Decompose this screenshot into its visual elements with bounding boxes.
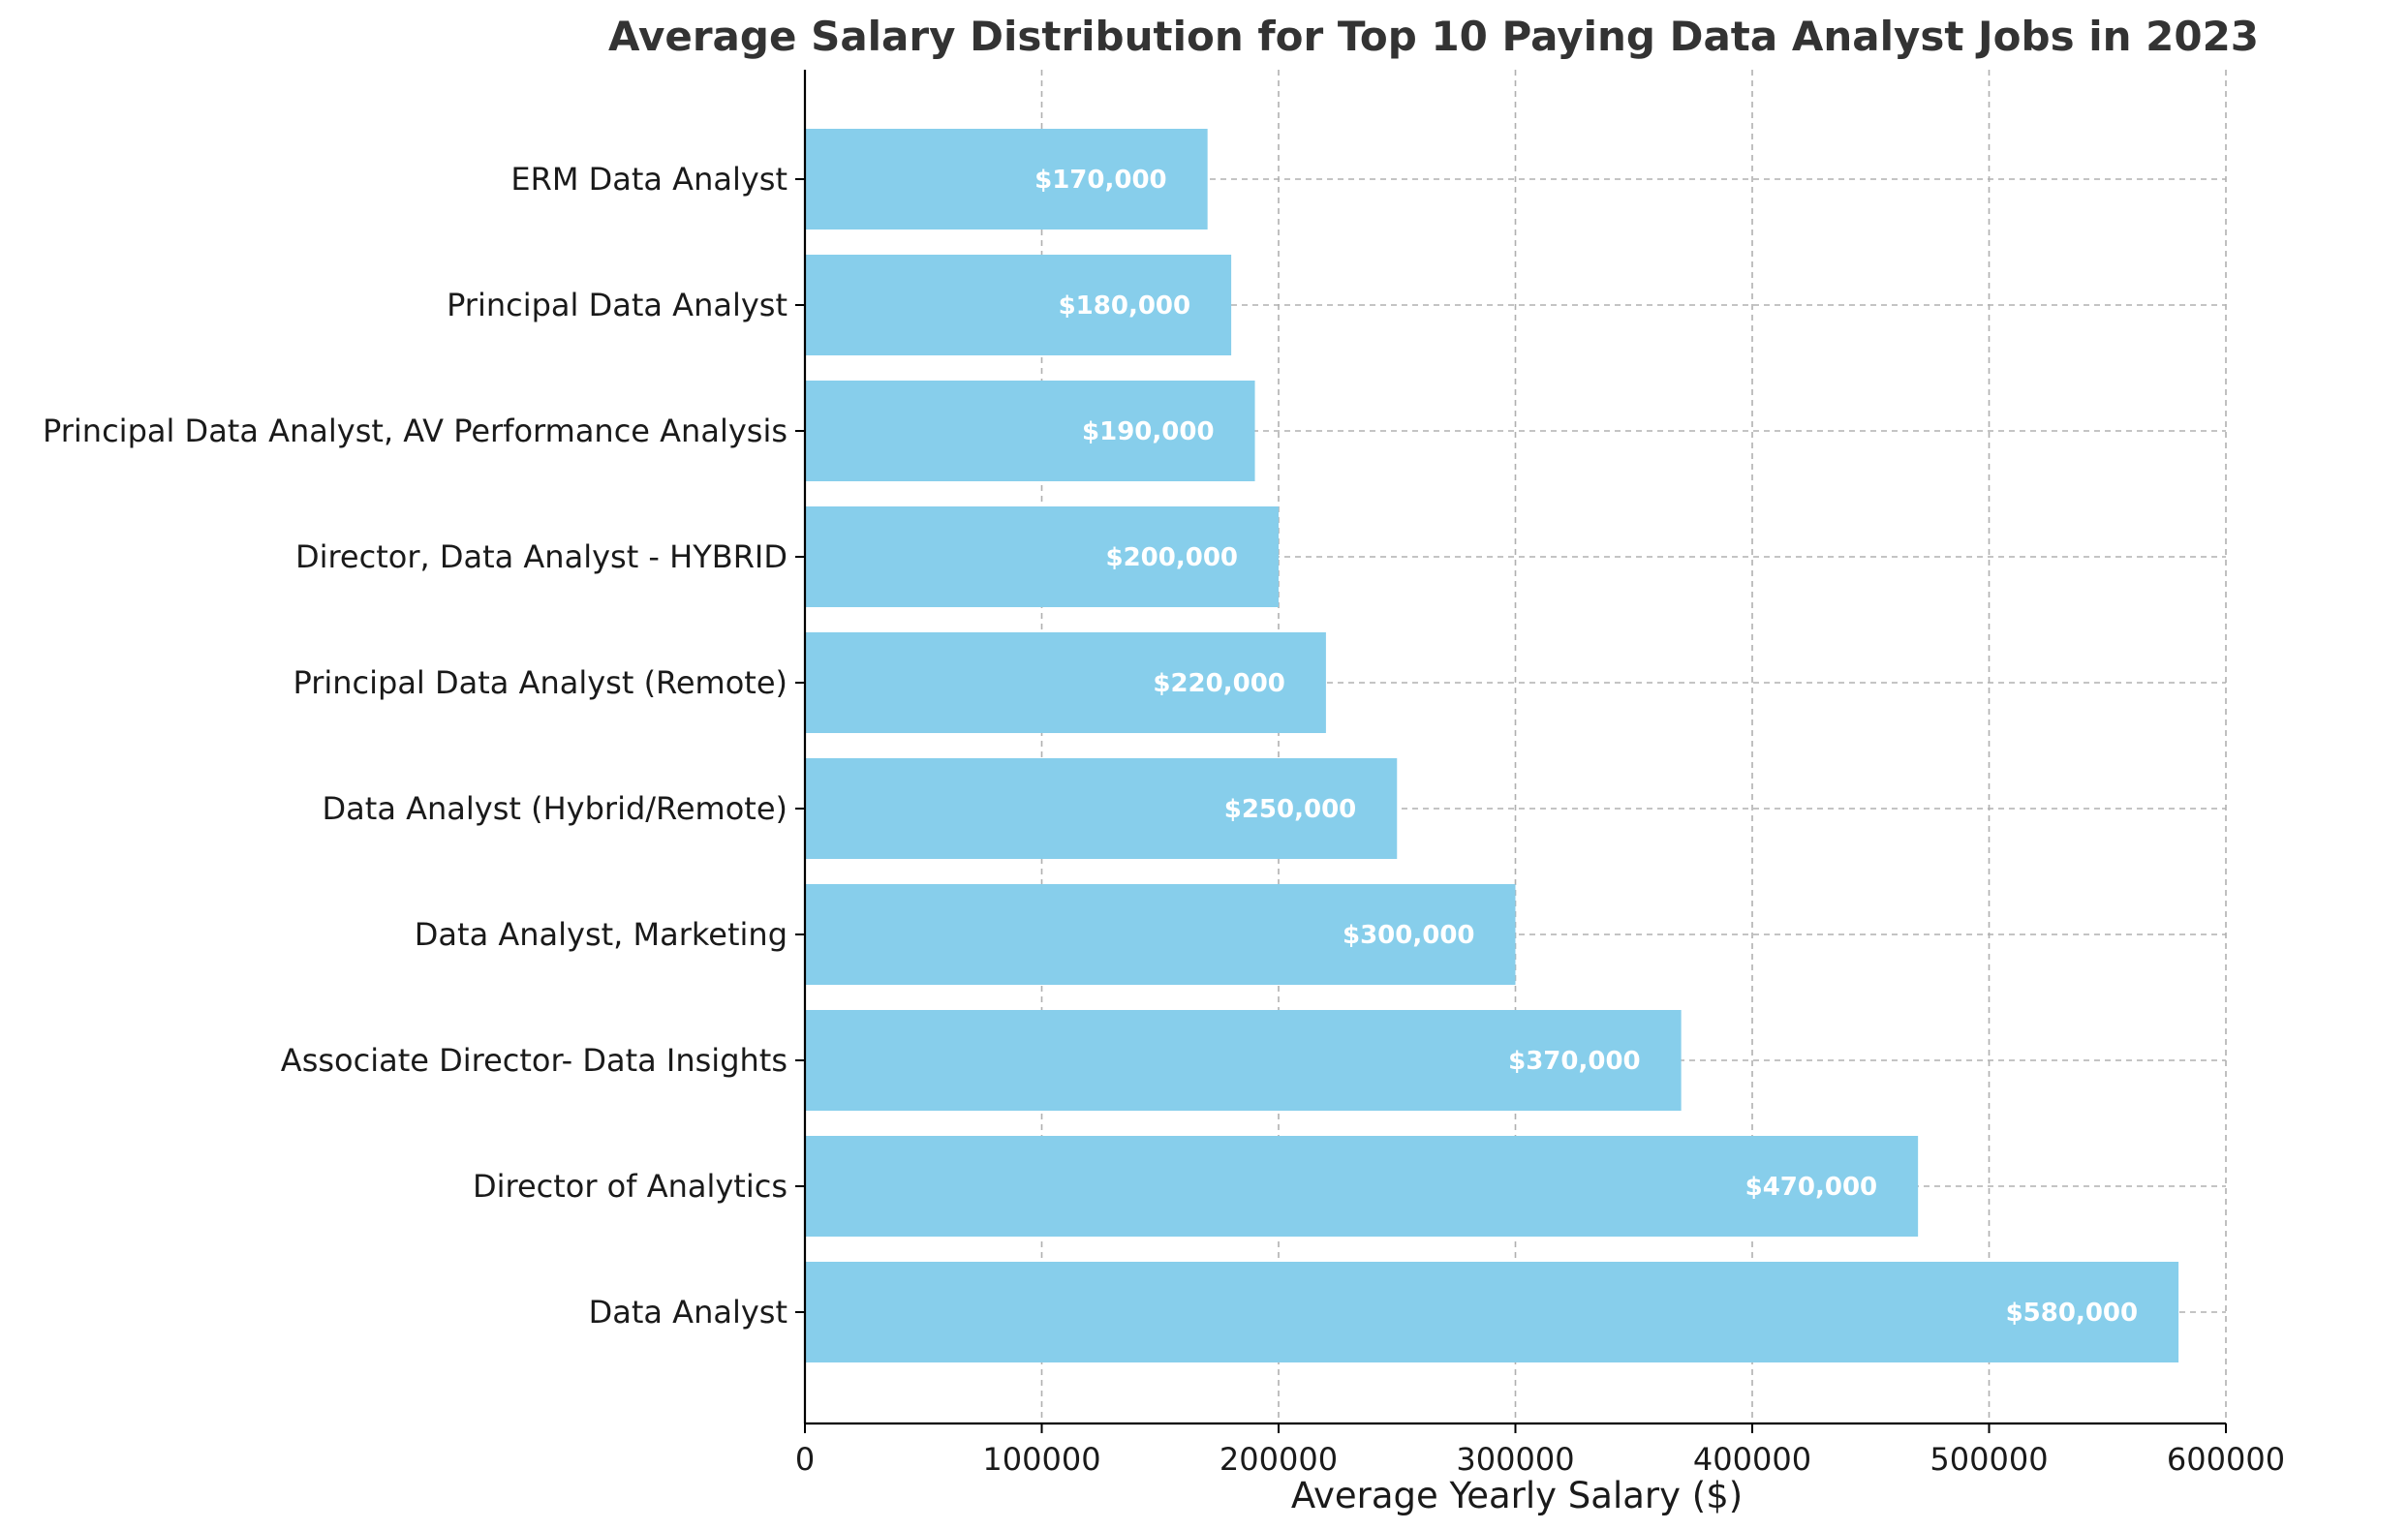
y-tick-label: ERM Data Analyst (510, 161, 787, 198)
y-tick-label: Principal Data Analyst (447, 287, 787, 323)
data-labels: $580,000 $470,000 $370,000 $300,000 $250,000… (1034, 166, 2138, 1328)
bar (805, 1136, 1919, 1237)
bar-value-label: $180,000 (1059, 291, 1191, 321)
x-tick-labels: 0 100000 200000 300000 400000 500000 600000 (795, 1423, 2285, 1478)
y-tick-label: Director of Analytics (473, 1168, 787, 1205)
bar-value-label: $580,000 (2006, 1299, 2139, 1328)
bar-value-label: $370,000 (1508, 1047, 1641, 1076)
y-tick-label: Associate Director- Data Insights (281, 1042, 787, 1079)
x-tick-label: 0 (795, 1441, 815, 1478)
y-tick-label: Data Analyst, Marketing (415, 916, 787, 953)
bar (805, 758, 1398, 859)
bar-value-label: $170,000 (1034, 166, 1167, 195)
x-tick-label: 100000 (982, 1441, 1100, 1478)
x-tick-label: 400000 (1693, 1441, 1811, 1478)
x-tick-label: 300000 (1456, 1441, 1574, 1478)
y-tick-label: Data Analyst (Hybrid/Remote) (323, 790, 787, 827)
y-tick-labels: Data Analyst Director of Analytics Associa… (43, 161, 805, 1331)
bar-value-label: $220,000 (1153, 669, 1285, 698)
bar (805, 506, 1279, 607)
bar (805, 381, 1255, 481)
y-tick-label: Principal Data Analyst (Remote) (293, 664, 787, 701)
bar (805, 129, 1208, 230)
bar (805, 1262, 2179, 1362)
bars (805, 129, 2179, 1362)
bar-value-label: $250,000 (1224, 795, 1357, 824)
bar-value-label: $200,000 (1105, 543, 1238, 572)
x-axis-label: Average Yearly Salary ($) (1291, 1475, 1743, 1516)
bar (805, 1010, 1682, 1111)
bar (805, 632, 1326, 733)
y-tick-label: Data Analyst (589, 1294, 787, 1331)
chart-title: Average Salary Distribution for Top 10 P… (608, 13, 2259, 60)
x-tick-label: 500000 (1929, 1441, 2048, 1478)
bar-value-label: $300,000 (1343, 921, 1475, 950)
x-tick-label: 600000 (2167, 1441, 2285, 1478)
bar (805, 255, 1232, 355)
bar (805, 884, 1516, 985)
bar-value-label: $470,000 (1745, 1173, 1878, 1202)
y-tick-label: Principal Data Analyst, AV Performance A… (43, 413, 787, 449)
x-tick-label: 200000 (1219, 1441, 1338, 1478)
bar-value-label: $190,000 (1082, 417, 1215, 446)
y-tick-label: Director, Data Analyst - HYBRID (295, 538, 787, 575)
